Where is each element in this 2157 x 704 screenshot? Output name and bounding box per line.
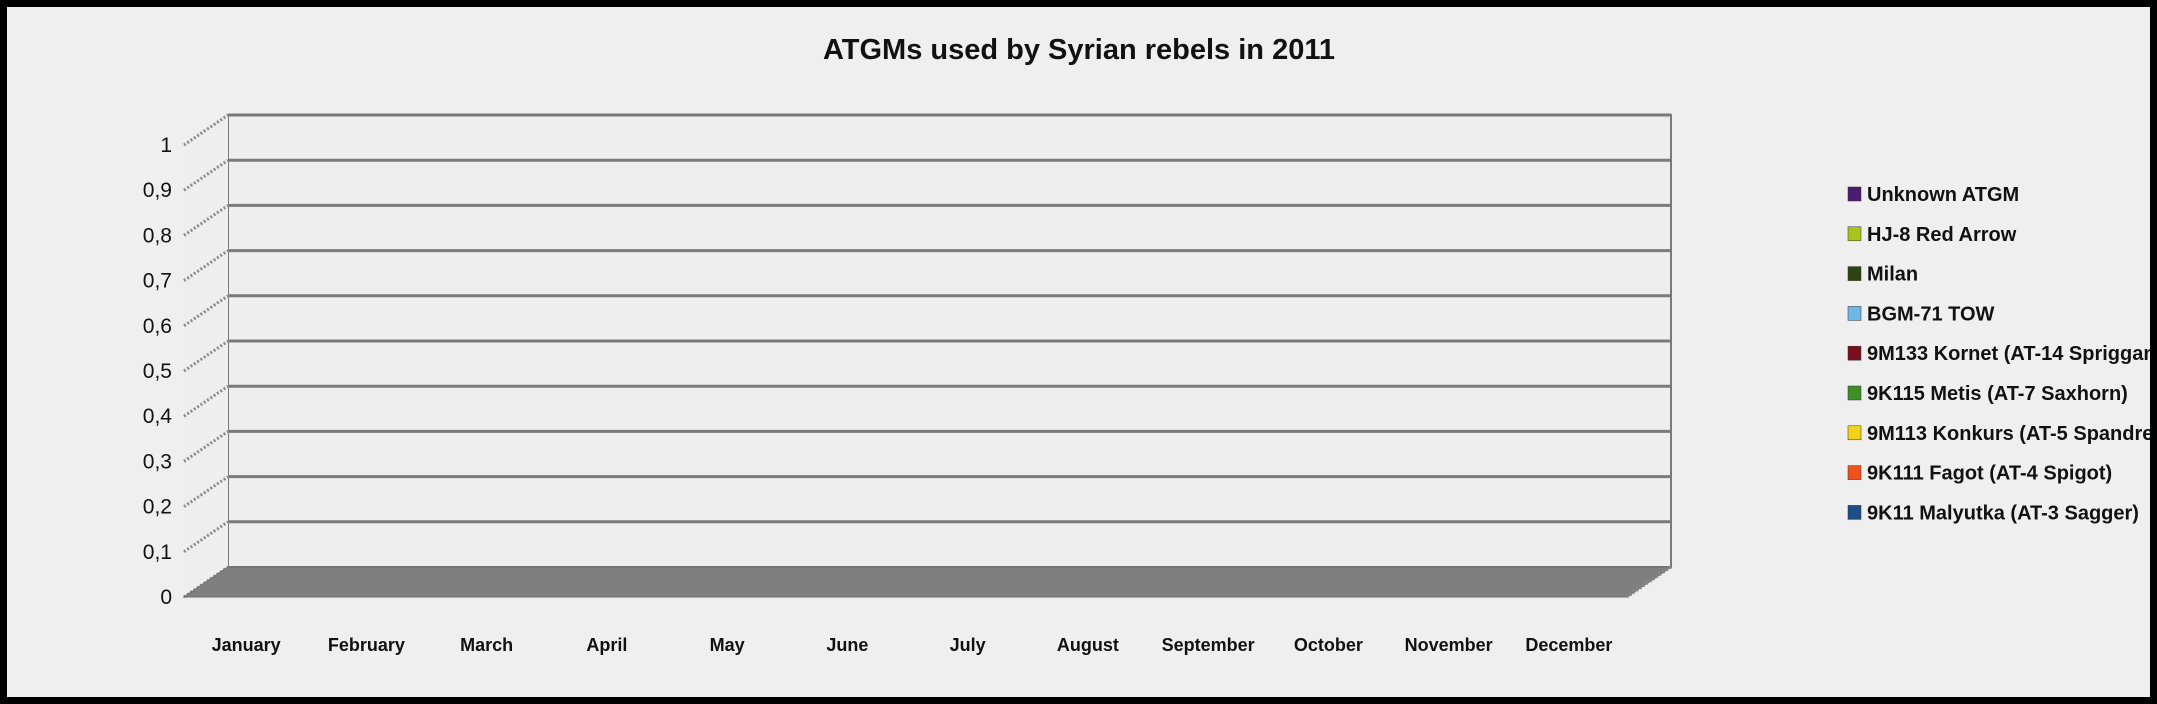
- x-category-label: October: [1294, 635, 1363, 655]
- floor: [182, 566, 1673, 598]
- y-tick-label: 0,7: [143, 270, 172, 293]
- x-category-label: August: [1057, 635, 1119, 655]
- y-tick-label: 1: [160, 134, 172, 157]
- y-tick-label: 0,6: [143, 315, 172, 338]
- side-gridline: [183, 204, 229, 237]
- legend-item: 9K11 Malyutka (AT-3 Sagger): [1867, 502, 2139, 524]
- legend-swatch: [1847, 505, 1862, 520]
- x-category-label: November: [1405, 635, 1493, 655]
- y-tick-label: 0,1: [143, 541, 172, 564]
- legend-item: 9M113 Konkurs (AT-5 Spandrel): [1867, 423, 2150, 445]
- side-gridline: [183, 384, 229, 418]
- x-category-label: February: [328, 635, 405, 655]
- legend-swatch: [1847, 425, 1862, 441]
- legend-swatch: [1847, 385, 1862, 401]
- y-tick-label: 0,3: [143, 450, 172, 473]
- x-category-label: January: [212, 635, 281, 655]
- legend-swatch: [1847, 266, 1862, 281]
- x-category-label: May: [710, 635, 745, 655]
- legend-item: 9M133 Kornet (AT-14 Spriggan): [1867, 343, 2150, 365]
- legend-swatch: [1847, 306, 1862, 321]
- legend-swatch: [1847, 186, 1862, 202]
- x-category-label: December: [1525, 635, 1612, 655]
- side-wall: [184, 115, 228, 597]
- chart-svg: ATGMs used by Syrian rebels in 2011 0 0,1…: [143, 34, 2150, 655]
- side-gridline: [183, 158, 229, 192]
- legend-item: 9K111 Fagot (AT-4 Spigot): [1867, 463, 2112, 485]
- x-category-label: July: [950, 635, 986, 655]
- side-gridline: [183, 520, 229, 554]
- side-gridline: [183, 294, 229, 328]
- chart-frame: ATGMs used by Syrian rebels in 2011 0 0,1…: [7, 7, 2150, 697]
- y-tick-label: 0: [160, 586, 172, 609]
- legend-swatch: [1847, 345, 1862, 361]
- side-gridline: [183, 339, 229, 373]
- side-gridline: [183, 430, 229, 463]
- side-gridline: [183, 113, 229, 147]
- x-axis-categories: January February March April May June July Augu…: [212, 635, 1613, 655]
- legend-item: Milan: [1867, 264, 1918, 286]
- side-gridline: [183, 475, 229, 508]
- x-category-label: March: [460, 635, 513, 655]
- legend-swatch: [1847, 465, 1862, 480]
- y-tick-label: 0,4: [143, 405, 173, 428]
- legend-swatch: [1847, 226, 1862, 242]
- chart-title: ATGMs used by Syrian rebels in 2011: [823, 34, 1335, 66]
- plot-area: [182, 113, 1673, 599]
- y-axis-ticks: 0 0,1 0,2 0,3 0,4 0,5 0,6 0,7 0,8 0,9 1: [143, 134, 173, 609]
- y-tick-label: 0,5: [143, 360, 172, 383]
- legend-item: 9K115 Metis (AT-7 Saxhorn): [1867, 383, 2128, 405]
- y-tick-label: 0,2: [143, 496, 172, 519]
- floor-edge: [1626, 565, 1672, 599]
- legend-item: Unknown ATGM: [1867, 184, 2019, 206]
- x-category-label: June: [826, 635, 868, 655]
- x-category-label: September: [1162, 635, 1255, 655]
- legend-item: BGM-71 TOW: [1867, 303, 1995, 325]
- y-tick-label: 0,8: [143, 224, 172, 247]
- side-gridline: [183, 249, 229, 282]
- legend-item: HJ-8 Red Arrow: [1867, 224, 2017, 246]
- legend: Unknown ATGM HJ-8 Red Arrow Milan BGM-71 TO…: [1847, 184, 2150, 524]
- y-tick-label: 0,9: [143, 179, 172, 202]
- x-category-label: April: [586, 635, 627, 655]
